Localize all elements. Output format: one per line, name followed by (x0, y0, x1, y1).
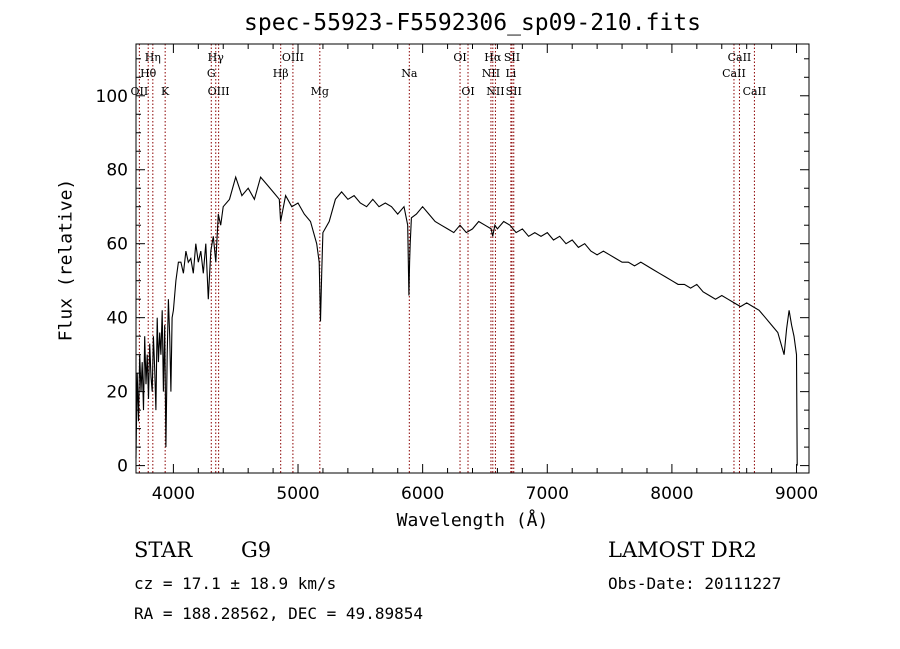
y-axis-label: Flux (relative) (55, 178, 77, 342)
coordinates: RA = 188.28562, DEC = 49.89854 (134, 604, 423, 623)
x-tick-label: 8000 (650, 484, 693, 504)
x-tick-label: 6000 (401, 484, 444, 504)
redshift-velocity: cz = 17.1 ± 18.9 km/s (134, 574, 337, 593)
x-tick-label: 5000 (276, 484, 319, 504)
spectral-line-label: NII (482, 67, 500, 80)
spectral-line-label: Mg (311, 85, 329, 98)
y-tick-label: 100 (96, 87, 128, 107)
spectral-line-label: SII (504, 51, 520, 64)
observation-date: Obs-Date: 20111227 (608, 574, 782, 593)
spectral-line-label: OIII (208, 85, 230, 98)
spectral-line-label: Na (401, 67, 418, 80)
y-tick-label: 60 (106, 235, 128, 255)
spectral-line-markers (138, 44, 755, 473)
survey-name: LAMOST DR2 (608, 538, 757, 562)
y-tick-label: 20 (106, 383, 128, 403)
x-axis-label: Wavelength (Å) (396, 510, 549, 531)
spectral-line-label: Hθ (140, 67, 157, 80)
object-type: STAR (134, 538, 193, 562)
spectral-line-label: OIII (282, 51, 304, 64)
spectral-line-label: CaII (743, 85, 767, 98)
spectral-line-label: K (161, 85, 170, 98)
spectrum-line (135, 175, 798, 466)
spectral-line-label: Hα (484, 51, 502, 64)
spectral-line-label: G (207, 67, 216, 80)
spectral-line-label: CaII (722, 67, 746, 80)
spectral-line-label: Hγ (208, 51, 225, 64)
axis-tick-labels: 4000 5000 6000 7000 8000 9000 0 20 40 60 80 100 (96, 87, 819, 504)
spectral-line-label: Hβ (273, 67, 289, 80)
x-tick-label: 4000 (152, 484, 195, 504)
axis-ticks (136, 44, 809, 473)
chart-title: spec-55923-F5592306_sp09-210.fits (244, 10, 701, 36)
spectral-line-label: OII (131, 85, 149, 98)
spectral-subclass: G9 (241, 538, 272, 562)
y-tick-label: 40 (106, 309, 128, 329)
plot-frame (135, 43, 810, 474)
x-tick-label: 9000 (775, 484, 818, 504)
y-tick-label: 0 (117, 457, 128, 477)
spectral-line-label: Hη (145, 51, 161, 64)
spectral-line-label: NII (486, 85, 504, 98)
spectral-line-label: SII (506, 85, 522, 98)
spectral-line-label: CaII (728, 51, 752, 64)
x-tick-label: 7000 (526, 484, 569, 504)
spectral-line-label: Li (505, 67, 516, 80)
spectral-line-label: OI (461, 85, 474, 98)
spectral-line-label: OI (453, 51, 466, 64)
y-tick-label: 80 (106, 161, 128, 181)
